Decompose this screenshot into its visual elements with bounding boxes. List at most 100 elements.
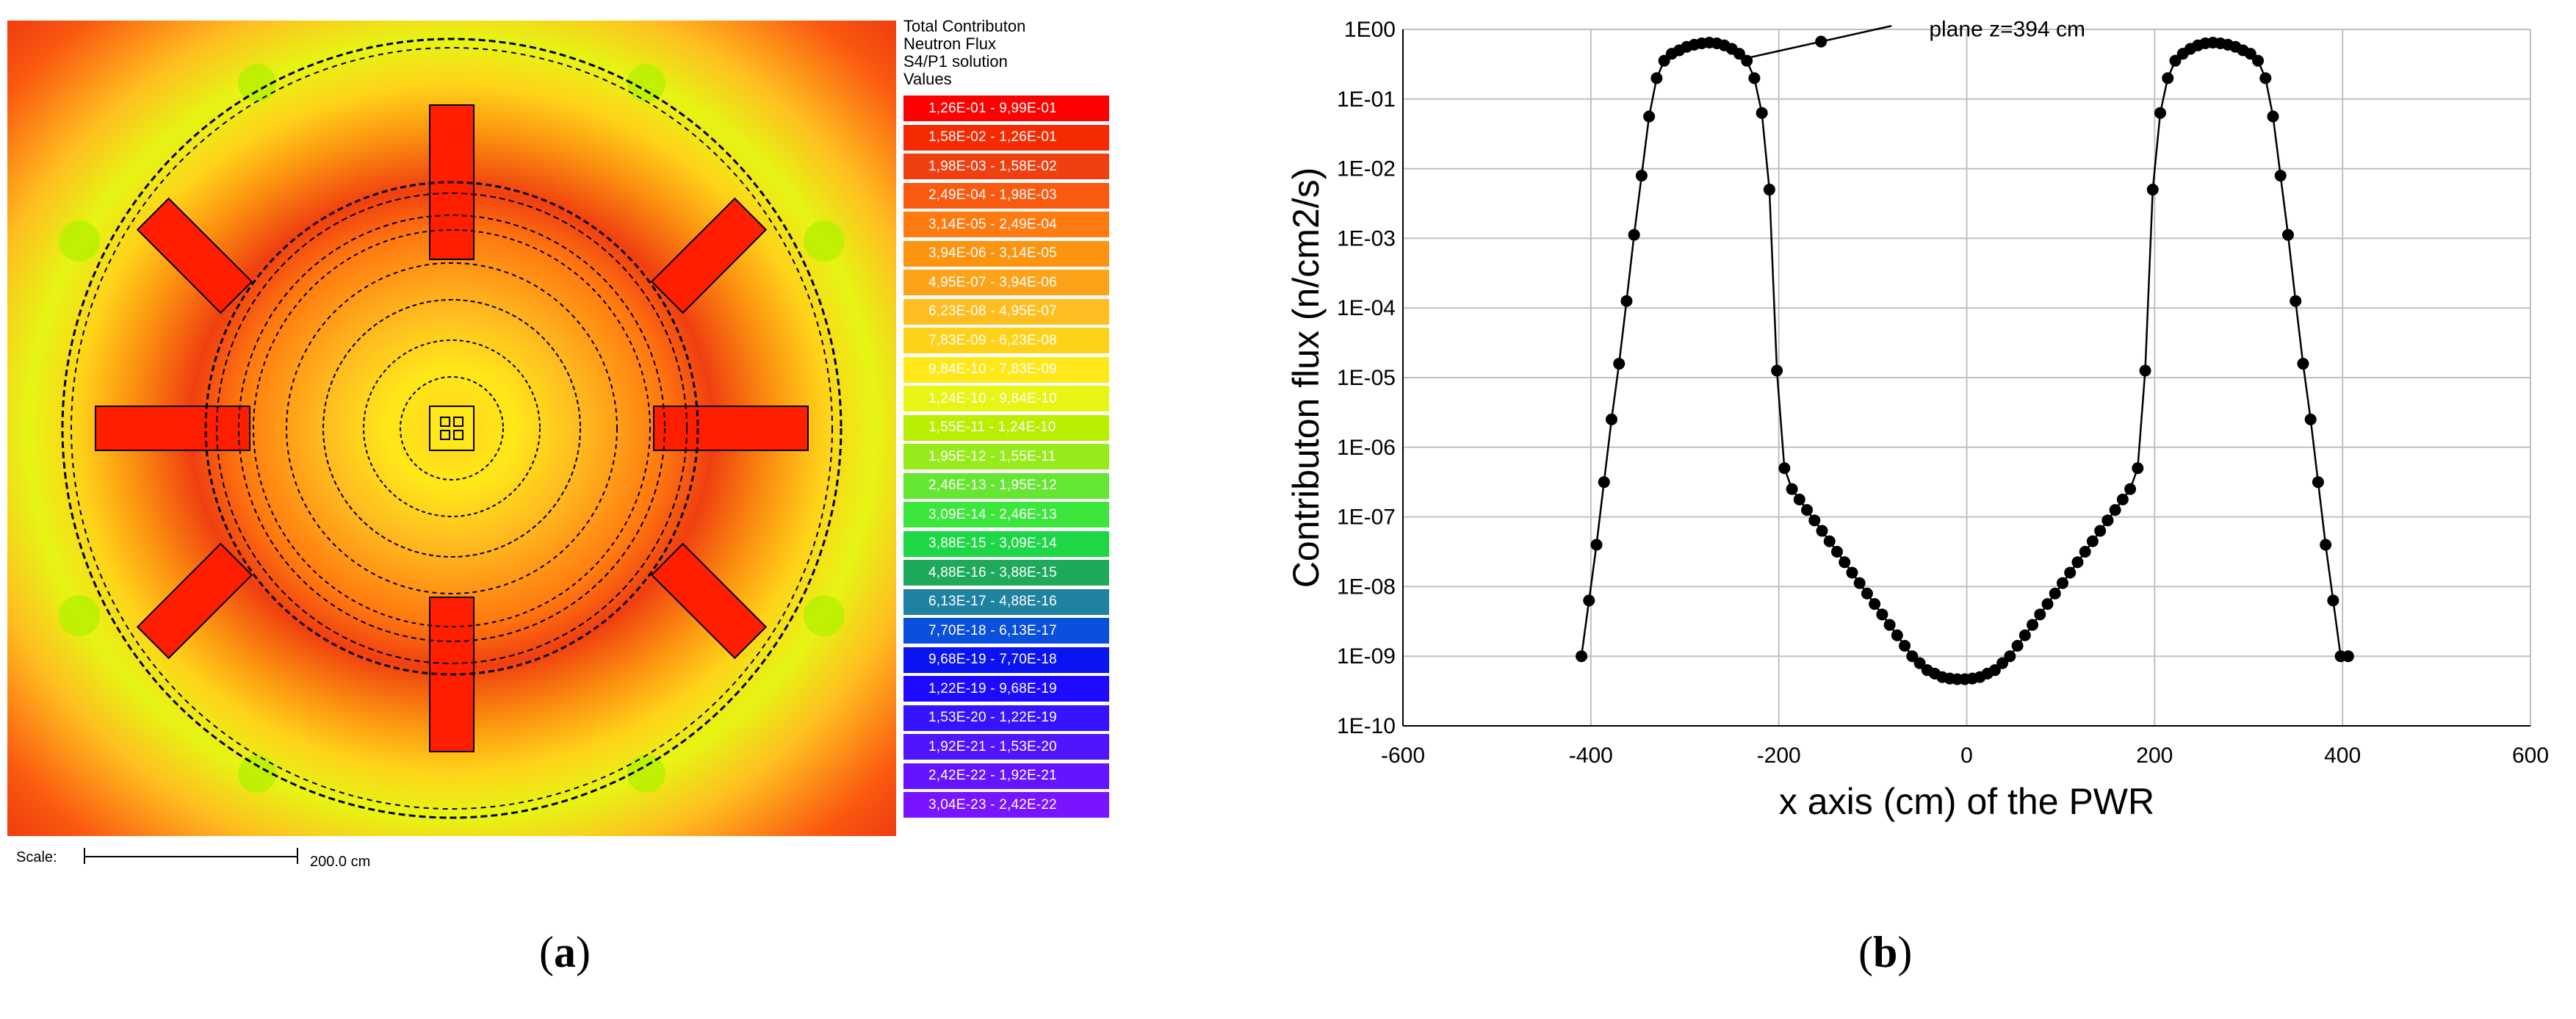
x-tick-label: 200 xyxy=(2136,743,2173,768)
legend-range-label: 3,88E-15 - 3,09E-14 xyxy=(928,536,1057,552)
legend-swatch: 1,24E-10 - 9,84E-10 xyxy=(903,386,1109,412)
series-line xyxy=(1580,41,2348,680)
data-point xyxy=(1988,664,2001,677)
data-point xyxy=(2297,358,2309,370)
legend-item: 2,49E-04 - 1,98E-03 xyxy=(903,181,1139,211)
legend-swatch: 2,49E-04 - 1,98E-03 xyxy=(903,182,1109,209)
panel-b-close: ) xyxy=(1897,928,1913,976)
x-tick-label: -600 xyxy=(1381,743,1425,768)
contributon-chart: -600 -400 -200 0 200 400 600 1E00 1E-01 1E-02 1E-0… xyxy=(1285,17,2549,822)
data-point xyxy=(1861,587,1873,599)
data-point xyxy=(1823,535,1836,547)
legend-swatch: 1,55E-11 - 1,24E-10 xyxy=(903,414,1109,441)
legend-item: 1,95E-12 - 1,55E-11 xyxy=(903,442,1139,472)
legend-range-label: 7,83E-09 - 6,23E-08 xyxy=(928,332,1057,348)
data-point xyxy=(2132,462,2144,475)
data-point xyxy=(2139,364,2151,377)
data-point xyxy=(2124,483,2137,495)
data-point xyxy=(2094,525,2107,537)
data-point xyxy=(1741,54,1753,67)
data-point xyxy=(1778,462,1791,475)
data-point xyxy=(1913,657,1926,669)
data-point xyxy=(2079,546,2091,558)
legend-title-1: Total Contributon xyxy=(903,17,1026,35)
legend-swatch: 3,94E-06 - 3,14E-05 xyxy=(903,240,1109,267)
legend-item: 1,58E-02 - 1,26E-01 xyxy=(903,123,1139,153)
scale-line xyxy=(84,856,297,857)
legend-swatch: 3,88E-15 - 3,09E-14 xyxy=(903,530,1109,557)
data-point xyxy=(1830,546,1843,558)
legend-range-label: 2,46E-13 - 1,95E-12 xyxy=(928,478,1057,494)
axes: -600 -400 -200 0 200 400 600 1E00 1E-01 1E-02 1E-0… xyxy=(1285,18,2549,822)
data-point xyxy=(1748,72,1761,84)
data-point xyxy=(2320,539,2332,551)
data-point xyxy=(1576,650,1588,663)
panel-label-a: (a) xyxy=(539,927,591,978)
data-point xyxy=(1598,476,1610,489)
data-point xyxy=(1643,110,1656,123)
legend-item: 2,42E-22 - 1,92E-21 xyxy=(903,762,1139,791)
data-point xyxy=(1839,556,1851,569)
data-point xyxy=(2011,639,2024,652)
legend-item: 1,26E-01 - 9,99E-01 xyxy=(903,94,1139,123)
legend-item: 6,23E-08 - 4,95E-07 xyxy=(903,298,1139,327)
data-point xyxy=(1733,48,1745,60)
legend-range-label: 6,23E-08 - 4,95E-07 xyxy=(928,303,1057,320)
data-point xyxy=(1801,504,1814,516)
x-tick-label: 600 xyxy=(2512,743,2549,768)
legend-range-label: 3,14E-05 - 2,49E-04 xyxy=(928,216,1057,232)
legend-range-label: 7,70E-18 - 6,13E-17 xyxy=(928,622,1057,638)
legend-item: 3,04E-23 - 2,42E-22 xyxy=(903,791,1139,820)
y-tick-label: 1E-08 xyxy=(1337,575,1396,599)
legend-swatch: 7,70E-18 - 6,13E-17 xyxy=(903,618,1109,644)
legend-range-label: 4,95E-07 - 3,94E-06 xyxy=(928,274,1057,290)
scale-label: Scale: xyxy=(16,849,57,865)
legend-item: 3,09E-14 - 2,46E-13 xyxy=(903,500,1139,530)
data-point xyxy=(1786,483,1798,495)
data-point xyxy=(2004,650,2016,663)
legend-swatch: 2,46E-13 - 1,95E-12 xyxy=(903,472,1109,499)
legend-item: 1,55E-11 - 1,24E-10 xyxy=(903,414,1139,443)
data-point xyxy=(1808,514,1821,527)
legend-range-label: 1,95E-12 - 1,55E-11 xyxy=(928,448,1056,464)
legend-range-label: 1,55E-11 - 1,24E-10 xyxy=(928,420,1056,436)
data-point xyxy=(2034,608,2046,621)
data-point xyxy=(2109,504,2121,516)
core-rings xyxy=(61,37,843,819)
data-point xyxy=(2071,556,2084,569)
legend-swatch: 1,98E-03 - 1,58E-02 xyxy=(903,154,1109,180)
legend-range-label: 2,42E-22 - 1,92E-21 xyxy=(928,768,1057,784)
legend-range-label: 3,04E-23 - 2,42E-22 xyxy=(928,796,1057,813)
data-point xyxy=(2086,535,2099,547)
center-assembly xyxy=(429,406,475,451)
legend-title-4: Values xyxy=(903,70,952,88)
legend-item: 2,46E-13 - 1,95E-12 xyxy=(903,472,1139,501)
legend-item: 1,22E-19 - 9,68E-19 xyxy=(903,674,1139,704)
data-point xyxy=(2274,170,2287,182)
legend-item: 3,94E-06 - 3,14E-05 xyxy=(903,240,1139,269)
x-axis-title: x axis (cm) of the PWR xyxy=(1779,781,2154,822)
data-point xyxy=(1650,72,1663,84)
data-point xyxy=(2281,228,2294,241)
scale-tick-right xyxy=(297,848,298,864)
data-point xyxy=(2154,107,2167,119)
data-point xyxy=(1906,650,1919,663)
data-point xyxy=(2064,566,2077,579)
legend-items: 1,26E-01 - 9,99E-01 1,58E-02 - 1,26E-01 1,… xyxy=(903,94,1139,820)
panel-b-open: ( xyxy=(1858,928,1873,976)
panel-a-close: ) xyxy=(575,928,591,976)
data-point xyxy=(1891,629,1903,641)
annotations: plane z=394 cm xyxy=(1750,17,2085,59)
legend-swatch: 1,58E-02 - 1,26E-01 xyxy=(903,124,1109,151)
y-tick-label: 1E-09 xyxy=(1337,644,1396,669)
data-point xyxy=(2312,476,2324,489)
data-point xyxy=(1996,657,2009,669)
low-flux-spots xyxy=(59,64,845,793)
legend-item: 7,83E-09 - 6,23E-08 xyxy=(903,326,1139,356)
legend-range-label: 1,53E-20 - 1,22E-19 xyxy=(928,710,1057,726)
flux-map xyxy=(7,21,896,836)
legend-swatch: 1,26E-01 - 9,99E-01 xyxy=(903,96,1109,122)
data-point xyxy=(1853,577,1866,589)
panel-label-b: (b) xyxy=(1858,927,1912,978)
grid xyxy=(1402,29,2531,727)
